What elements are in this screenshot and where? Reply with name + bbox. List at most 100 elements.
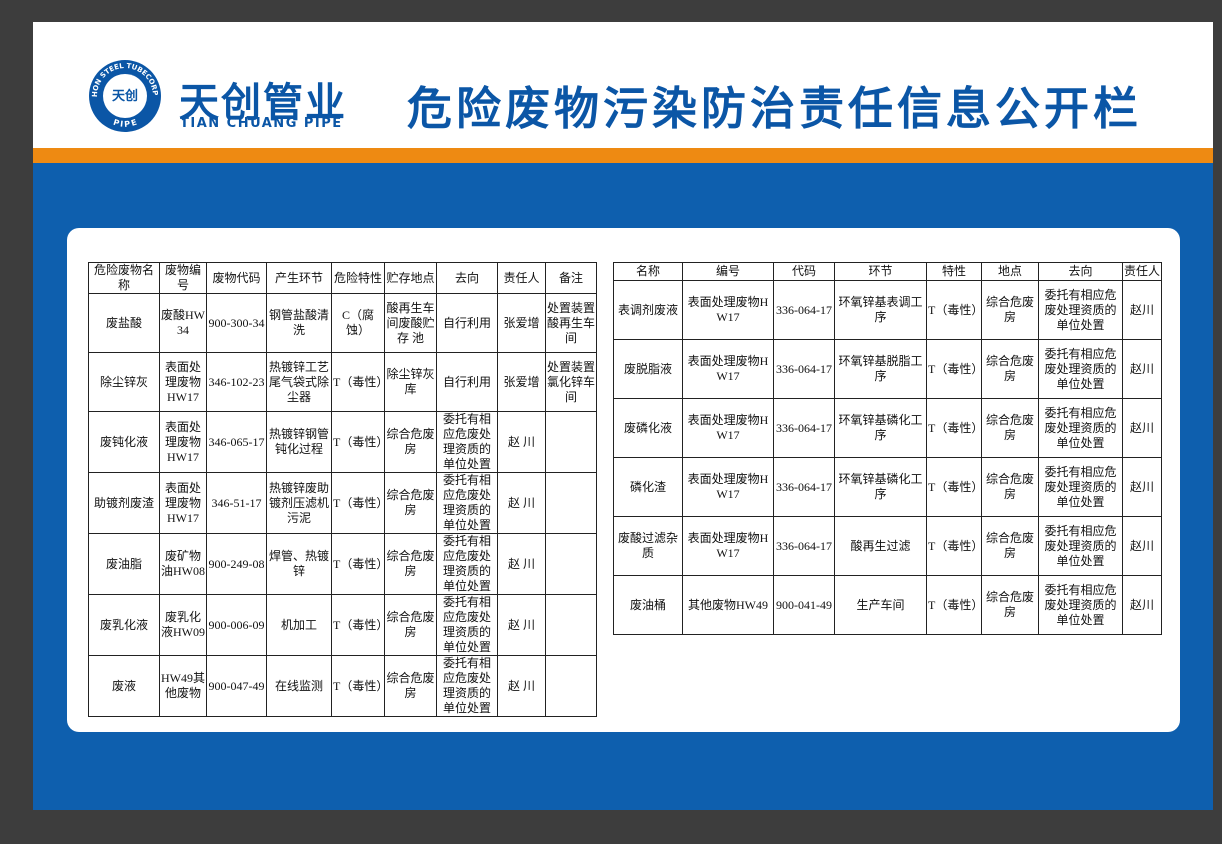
table-cell: T（毒性） (926, 339, 982, 399)
table-cell (545, 533, 597, 595)
table-cell: 助镀剂废渣 (88, 472, 160, 534)
table-cell: 委托有相应危废处理资质的单位处置 (1038, 516, 1123, 576)
column-header: 特性 (926, 262, 982, 281)
table-cell: 废酸过滤杂质 (613, 516, 683, 576)
table-cell: 机加工 (266, 594, 332, 656)
column-header: 去向 (436, 262, 498, 294)
table-cell: 综合危废房 (981, 280, 1039, 340)
table-cell: T（毒性） (926, 457, 982, 517)
table-cell: 热镀锌钢管钝化过程 (266, 411, 332, 473)
column-header: 去向 (1038, 262, 1123, 281)
table-cell (545, 594, 597, 656)
table-cell: 委托有相应危废处理资质的单位处置 (1038, 398, 1123, 458)
table-cell: 表面处理废物HW17 (682, 516, 774, 576)
table-cell (545, 655, 597, 717)
table-cell: 综合危废房 (981, 398, 1039, 458)
table-cell: 表面处理废物HW17 (682, 398, 774, 458)
table-cell: 表面处理废物HW17 (682, 457, 774, 517)
table-cell: 赵 川 (497, 472, 546, 534)
table-row: 废钝化液 表面处理废物HW17 346-065-17 热镀锌钢管钝化过程 T（毒性） 综合… (88, 411, 597, 473)
table-cell: T（毒性） (926, 575, 982, 635)
table-cell: 张爱增 (497, 293, 546, 353)
table-cell: 自行利用 (436, 352, 498, 412)
header-row: 危险废物名称 废物编号 废物代码 产生环节 危险特性 贮存地点 去向 责任人 备注 (88, 262, 597, 294)
column-header: 名称 (613, 262, 683, 281)
table-cell: 336-064-17 (773, 516, 835, 576)
table-cell: 900-006-09 (206, 594, 267, 656)
table-cell: 废乳化液HW09 (159, 594, 207, 656)
column-header: 危险特性 (331, 262, 385, 294)
table-cell: 热镀锌工艺尾气袋式除尘器 (266, 352, 332, 412)
table-row: 废油桶 其他废物HW49 900-041-49 生产车间 T（毒性） 综合危废房 委托有相应… (613, 575, 1162, 635)
header: TYCHON STEEL TUBECORP LTD PIPE 天创 天创管业 T… (33, 22, 1213, 148)
board: TYCHON STEEL TUBECORP LTD PIPE 天创 天创管业 T… (33, 22, 1213, 810)
table-cell: 委托有相应危废处理资质的单位处置 (1038, 280, 1123, 340)
table-cell: 900-041-49 (773, 575, 835, 635)
table-cell (545, 472, 597, 534)
table-row: 废磷化液 表面处理废物HW17 336-064-17 环氧锌基磷化工序 T（毒性） 综合危… (613, 398, 1162, 458)
table-row: 废液 HW49其他废物 900-047-49 在线监测 T（毒性） 综合危废房 委托有相应危… (88, 655, 597, 717)
table-cell: 表面处理废物HW17 (682, 339, 774, 399)
table-cell: 酸再生车间废酸贮存 池 (384, 293, 437, 353)
table-cell: 废油桶 (613, 575, 683, 635)
table-cell: 336-064-17 (773, 457, 835, 517)
table-cell: 336-064-17 (773, 398, 835, 458)
table-cell: 其他废物HW49 (682, 575, 774, 635)
logo-badge: 天创 (112, 88, 138, 104)
table-cell: 表面处理废物HW17 (159, 472, 207, 534)
table-cell: 900-300-34 (206, 293, 267, 353)
table-cell: 废油脂 (88, 533, 160, 595)
column-header: 编号 (682, 262, 774, 281)
table-cell: 综合危废房 (384, 655, 437, 717)
table-cell: 张爱增 (497, 352, 546, 412)
table-cell: 废盐酸 (88, 293, 160, 353)
table-cell: 赵川 (1122, 280, 1162, 340)
table-cell: 表面处理废物HW17 (682, 280, 774, 340)
table-cell (545, 411, 597, 473)
table-cell: 酸再生过滤 (834, 516, 927, 576)
panel: 危险废物名称 废物编号 废物代码 产生环节 危险特性 贮存地点 去向 责任人 备注 废盐酸 废酸HW… (67, 228, 1180, 732)
column-header: 地点 (981, 262, 1039, 281)
column-header: 备注 (545, 262, 597, 294)
table-row: 废油脂 废矿物油HW08 900-249-08 焊管、热镀锌 T（毒性） 综合危废房 委托有… (88, 533, 597, 595)
table-row: 废乳化液 废乳化液HW09 900-006-09 机加工 T（毒性） 综合危废房 委托有相应… (88, 594, 597, 656)
table-cell: 表面处理废物HW17 (159, 352, 207, 412)
table-cell: T（毒性） (331, 533, 385, 595)
table-cell: 除尘锌灰库 (384, 352, 437, 412)
stripe (33, 148, 1213, 163)
table-cell: 委托有相应危废处理资质的单位处置 (436, 411, 498, 473)
column-header: 废物代码 (206, 262, 267, 294)
table-cell: 废钝化液 (88, 411, 160, 473)
table-cell: 赵川 (1122, 516, 1162, 576)
table-cell: 赵川 (1122, 457, 1162, 517)
table-cell: 表调剂废液 (613, 280, 683, 340)
table-cell: 346-51-17 (206, 472, 267, 534)
right-table: 名称 编号 代码 环节 特性 地点 去向 责任人 表调剂废液 表面处理废物HW17 336-064-… (613, 262, 1162, 635)
table-row: 助镀剂废渣 表面处理废物HW17 346-51-17 热镀锌废助镀剂压滤机污泥 T（毒性… (88, 472, 597, 534)
logo-name: 天创管业 (179, 80, 347, 126)
table-cell: T（毒性） (926, 398, 982, 458)
table-cell: 委托有相应危废处理资质的单位处置 (436, 472, 498, 534)
table-row: 表调剂废液 表面处理废物HW17 336-064-17 环氧锌基表调工序 T（毒性） 综合… (613, 280, 1162, 340)
table-cell: 346-102-23 (206, 352, 267, 412)
logo: TYCHON STEEL TUBECORP LTD PIPE 天创 (87, 58, 161, 132)
table-cell: 346-065-17 (206, 411, 267, 473)
column-header: 产生环节 (266, 262, 332, 294)
table-cell: 环氧锌基表调工序 (834, 280, 927, 340)
table-cell: 综合危废房 (981, 516, 1039, 576)
table-cell: 除尘锌灰 (88, 352, 160, 412)
table-cell: 900-047-49 (206, 655, 267, 717)
table-cell: 赵川 (1122, 398, 1162, 458)
table-cell: 委托有相应危废处理资质的单位处置 (436, 533, 498, 595)
table-cell: 委托有相应危废处理资质的单位处置 (436, 655, 498, 717)
table-cell: 综合危废房 (384, 472, 437, 534)
table-row: 废盐酸 废酸HW34 900-300-34 钢管盐酸清洗 C（腐蚀） 酸再生车间废酸贮存 … (88, 293, 597, 353)
table-cell: 赵 川 (497, 411, 546, 473)
table-cell: T（毒性） (331, 472, 385, 534)
left-table: 危险废物名称 废物编号 废物代码 产生环节 危险特性 贮存地点 去向 责任人 备注 废盐酸 废酸HW… (88, 262, 597, 717)
table-cell: 磷化渣 (613, 457, 683, 517)
table-cell: T（毒性） (926, 280, 982, 340)
table-cell: 自行利用 (436, 293, 498, 353)
table-cell: T（毒性） (331, 352, 385, 412)
table-row: 除尘锌灰 表面处理废物HW17 346-102-23 热镀锌工艺尾气袋式除尘器 T（毒性… (88, 352, 597, 412)
